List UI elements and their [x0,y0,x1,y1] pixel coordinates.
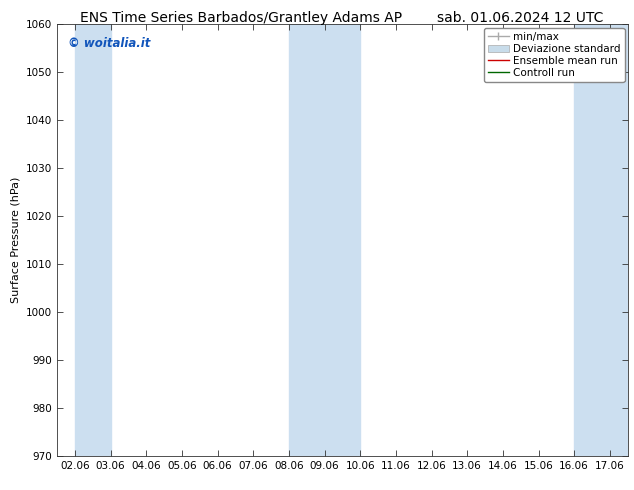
Bar [574,24,628,456]
Text: ENS Time Series Barbados/Grantley Adams AP: ENS Time Series Barbados/Grantley Adams … [80,11,402,25]
Text: © woitalia.it: © woitalia.it [68,37,151,50]
Legend: min/max, Deviazione standard, Ensemble mean run, Controll run: min/max, Deviazione standard, Ensemble m… [484,27,624,82]
Y-axis label: Surface Pressure (hPa): Surface Pressure (hPa) [10,177,20,303]
Text: sab. 01.06.2024 12 UTC: sab. 01.06.2024 12 UTC [437,11,603,25]
Bar [75,24,110,456]
Bar [289,24,360,456]
